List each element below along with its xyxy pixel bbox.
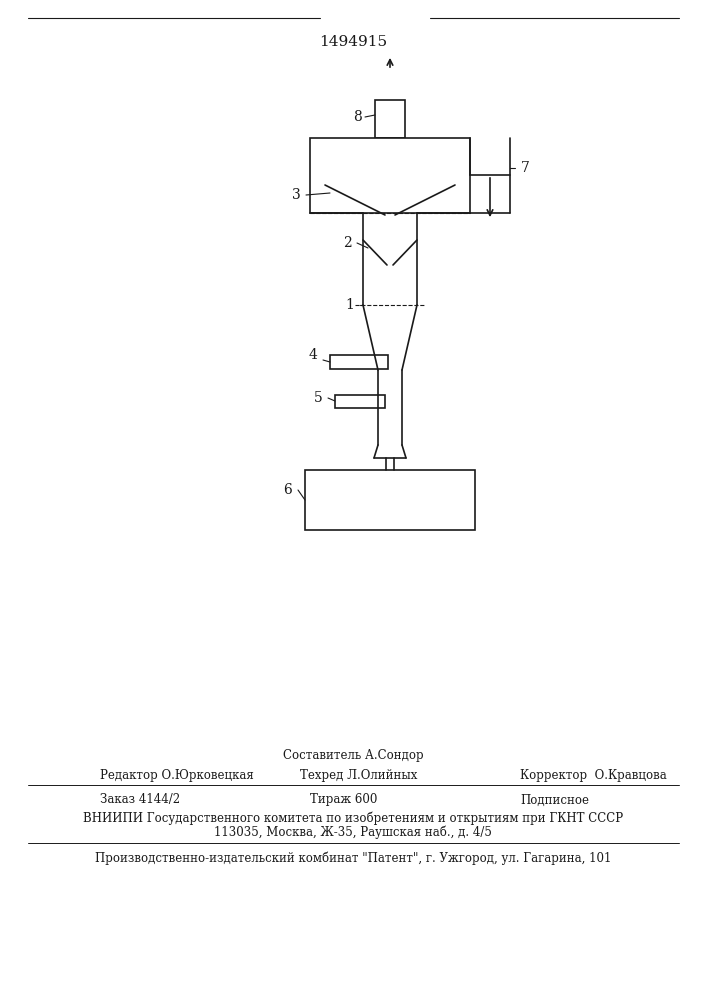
Bar xyxy=(335,395,385,408)
Text: Производственно-издательский комбинат "Патент", г. Ужгород, ул. Гагарина, 101: Производственно-издательский комбинат "П… xyxy=(95,851,611,865)
Text: Корректор  О.Кравцова: Корректор О.Кравцова xyxy=(520,768,667,782)
Text: 7: 7 xyxy=(520,161,530,175)
Text: 1494915: 1494915 xyxy=(319,35,387,49)
Text: 113035, Москва, Ж-35, Раушская наб., д. 4/5: 113035, Москва, Ж-35, Раушская наб., д. … xyxy=(214,825,492,839)
Text: 6: 6 xyxy=(284,483,293,497)
Text: 8: 8 xyxy=(354,110,363,124)
Text: Редактор О.Юрковецкая: Редактор О.Юрковецкая xyxy=(100,768,254,782)
Text: 1: 1 xyxy=(346,298,354,312)
Bar xyxy=(305,470,475,530)
Text: 4: 4 xyxy=(308,348,317,362)
Bar xyxy=(310,138,470,213)
Text: Заказ 4144/2: Заказ 4144/2 xyxy=(100,794,180,806)
Text: Составитель А.Сондор: Составитель А.Сондор xyxy=(283,750,423,762)
Text: 5: 5 xyxy=(314,391,322,405)
Bar xyxy=(330,355,388,369)
Text: Техред Л.Олийных: Техред Л.Олийных xyxy=(300,768,417,782)
Text: ВНИИПИ Государственного комитета по изобретениям и открытиям при ГКНТ СССР: ВНИИПИ Государственного комитета по изоб… xyxy=(83,811,623,825)
Text: Подписное: Подписное xyxy=(520,794,589,806)
Bar xyxy=(375,100,405,138)
Text: 2: 2 xyxy=(343,236,351,250)
Text: 3: 3 xyxy=(291,188,300,202)
Text: Тираж 600: Тираж 600 xyxy=(310,794,378,806)
